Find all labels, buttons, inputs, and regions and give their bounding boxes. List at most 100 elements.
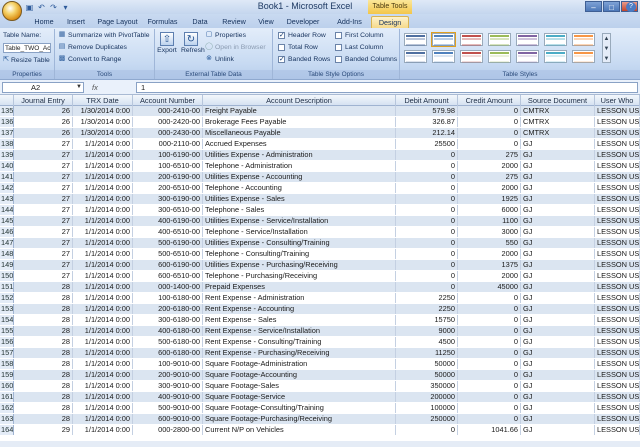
table-cell[interactable]: 550: [458, 238, 521, 248]
row-number[interactable]: 163: [0, 414, 14, 424]
table-cell[interactable]: LESSON USE: [595, 282, 640, 292]
banded-rows-checkbox[interactable]: ✓: [278, 56, 285, 63]
table-cell[interactable]: 0: [458, 117, 521, 127]
tab-design[interactable]: Design: [371, 16, 409, 28]
table-cell[interactable]: 1/1/2014 0:00: [73, 216, 133, 226]
total-row-checkbox[interactable]: [278, 44, 285, 51]
table-cell[interactable]: 0: [396, 216, 458, 226]
table-cell[interactable]: GJ: [521, 249, 595, 259]
minimize-icon[interactable]: –: [585, 1, 602, 12]
table-cell[interactable]: 1/1/2014 0:00: [73, 381, 133, 391]
table-cell[interactable]: 0: [396, 249, 458, 259]
table-cell[interactable]: Square Footage-Sales: [203, 381, 396, 391]
table-cell[interactable]: 50000: [396, 370, 458, 380]
table-cell[interactable]: GJ: [521, 227, 595, 237]
tab-review[interactable]: Review: [222, 17, 246, 26]
table-cell[interactable]: GJ: [521, 315, 595, 325]
row-number[interactable]: 143: [0, 194, 14, 204]
table-cell[interactable]: 27: [14, 150, 73, 160]
save-icon[interactable]: ▣: [25, 2, 34, 12]
table-cell[interactable]: 1/1/2014 0:00: [73, 359, 133, 369]
table-cell[interactable]: 2250: [396, 293, 458, 303]
table-cell[interactable]: 200-6510-00: [133, 183, 203, 193]
table-cell[interactable]: 1/1/2014 0:00: [73, 337, 133, 347]
table-cell[interactable]: 9000: [396, 326, 458, 336]
table-cell[interactable]: Rent Expense - Service/Installation: [203, 326, 396, 336]
table-cell[interactable]: GJ: [521, 194, 595, 204]
table-cell[interactable]: 45000: [458, 282, 521, 292]
table-cell[interactable]: GJ: [521, 271, 595, 281]
table-cell[interactable]: GJ: [521, 150, 595, 160]
table-style-swatch[interactable]: [544, 50, 567, 63]
table-cell[interactable]: 0: [458, 326, 521, 336]
table-cell[interactable]: LESSON USE: [595, 106, 640, 116]
table-cell[interactable]: Rent Expense - Sales: [203, 315, 396, 325]
table-cell[interactable]: 1/1/2014 0:00: [73, 370, 133, 380]
table-cell[interactable]: GJ: [521, 216, 595, 226]
row-number[interactable]: 148: [0, 249, 14, 259]
table-style-swatch[interactable]: [404, 50, 427, 63]
table-cell[interactable]: 212.14: [396, 128, 458, 138]
table-cell[interactable]: Telephone - Accounting: [203, 183, 396, 193]
table-cell[interactable]: 600-6510-00: [133, 271, 203, 281]
table-cell[interactable]: 50000: [396, 359, 458, 369]
table-cell[interactable]: 500-9010-00: [133, 403, 203, 413]
table-cell[interactable]: LESSON USE: [595, 271, 640, 281]
row-number[interactable]: 142: [0, 183, 14, 193]
table-cell[interactable]: 1/1/2014 0:00: [73, 161, 133, 171]
table-cell[interactable]: LESSON USE: [595, 139, 640, 149]
table-cell[interactable]: 1/1/2014 0:00: [73, 227, 133, 237]
row-number[interactable]: 149: [0, 260, 14, 270]
table-cell[interactable]: 0: [396, 260, 458, 270]
tab-add-ins[interactable]: Add-Ins: [337, 17, 362, 26]
table-cell[interactable]: 200-9010-00: [133, 370, 203, 380]
table-cell[interactable]: 000-2110-00: [133, 139, 203, 149]
table-cell[interactable]: 1/1/2014 0:00: [73, 392, 133, 402]
maximize-icon[interactable]: □: [603, 1, 620, 12]
table-cell[interactable]: Telephone - Administration: [203, 161, 396, 171]
table-cell[interactable]: 27: [14, 216, 73, 226]
resize-table-button[interactable]: Resize Table: [11, 57, 50, 64]
table-cell[interactable]: 0: [458, 359, 521, 369]
row-number[interactable]: 135: [0, 106, 14, 116]
table-cell[interactable]: 1/1/2014 0:00: [73, 249, 133, 259]
row-number[interactable]: 156: [0, 337, 14, 347]
unlink-button[interactable]: Unlink: [215, 56, 234, 63]
table-cell[interactable]: LESSON USE: [595, 414, 640, 424]
table-cell[interactable]: 1/30/2014 0:00: [73, 106, 133, 116]
table-cell[interactable]: 500-6180-00: [133, 337, 203, 347]
table-cell[interactable]: GJ: [521, 238, 595, 248]
table-cell[interactable]: Telephone - Sales: [203, 205, 396, 215]
table-cell[interactable]: 2000: [458, 161, 521, 171]
table-cell[interactable]: GJ: [521, 403, 595, 413]
row-number[interactable]: 139: [0, 150, 14, 160]
row-number[interactable]: 137: [0, 128, 14, 138]
table-cell[interactable]: 27: [14, 260, 73, 270]
table-cell[interactable]: GJ: [521, 205, 595, 215]
table-cell[interactable]: 1925: [458, 194, 521, 204]
table-cell[interactable]: 1/1/2014 0:00: [73, 183, 133, 193]
first-column-checkbox[interactable]: [335, 32, 342, 39]
table-cell[interactable]: Freight Payable: [203, 106, 396, 116]
table-style-swatch[interactable]: [432, 50, 455, 63]
column-header[interactable]: Source Document: [521, 95, 595, 106]
table-cell[interactable]: 25500: [396, 139, 458, 149]
table-cell[interactable]: 250000: [396, 414, 458, 424]
table-cell[interactable]: Utilities Expense - Purchasing/Receiving: [203, 260, 396, 270]
table-cell[interactable]: LESSON USE: [595, 392, 640, 402]
table-cell[interactable]: GJ: [521, 260, 595, 270]
table-cell[interactable]: 1/1/2014 0:00: [73, 172, 133, 182]
table-cell[interactable]: 200-6180-00: [133, 304, 203, 314]
table-cell[interactable]: 26: [14, 106, 73, 116]
row-number[interactable]: 159: [0, 370, 14, 380]
help-icon[interactable]: ?: [626, 2, 636, 12]
column-header[interactable]: Journal Entry: [14, 95, 73, 106]
table-style-swatch[interactable]: [431, 32, 456, 47]
refresh-button[interactable]: ↻ Refresh: [181, 32, 205, 54]
table-cell[interactable]: 0: [458, 381, 521, 391]
tab-view[interactable]: View: [258, 17, 274, 26]
table-cell[interactable]: 1/30/2014 0:00: [73, 128, 133, 138]
table-cell[interactable]: 28: [14, 326, 73, 336]
table-cell[interactable]: 300-6180-00: [133, 315, 203, 325]
last-column-checkbox[interactable]: [335, 44, 342, 51]
